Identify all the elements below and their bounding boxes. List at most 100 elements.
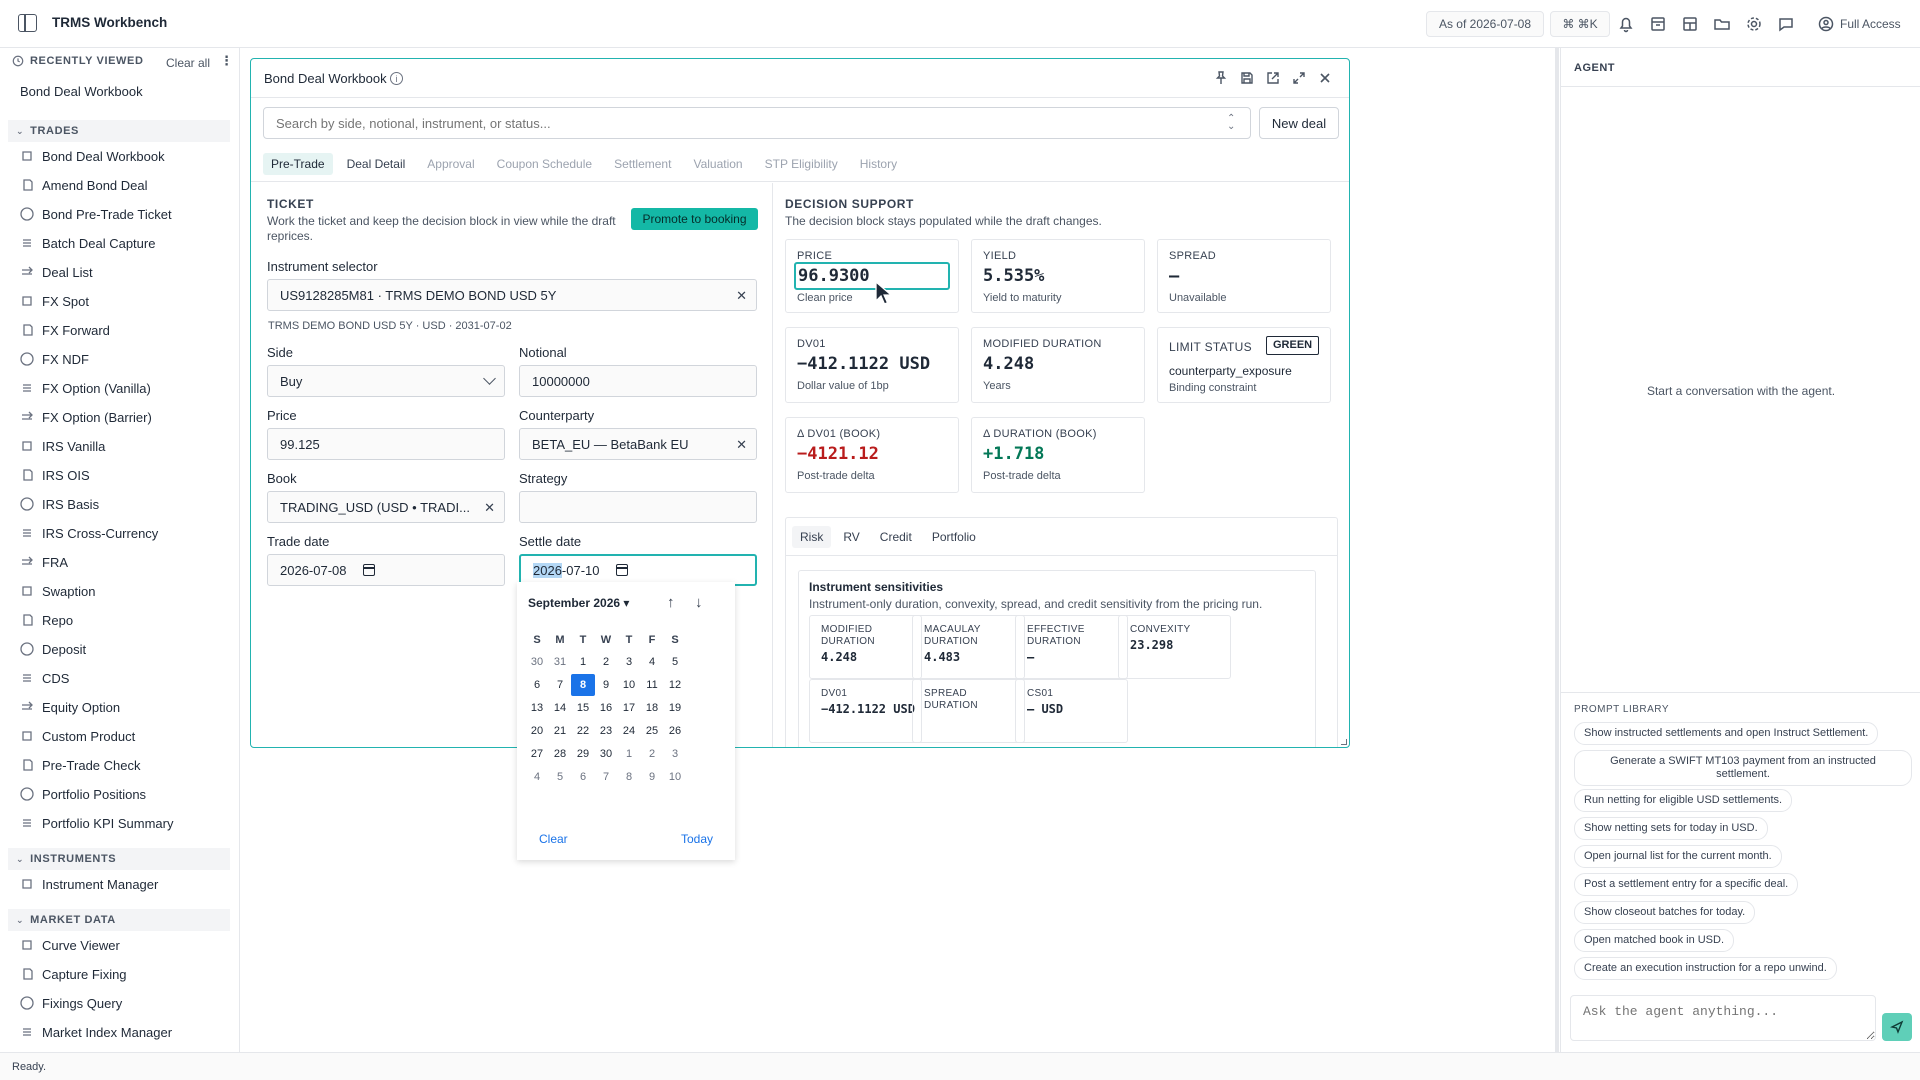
sidebar-item[interactable]: IRS Cross-Currency xyxy=(20,522,230,544)
calendar-day[interactable]: 8 xyxy=(625,771,633,783)
chevron-updown-icon[interactable]: ⌃ ⌄ xyxy=(1227,113,1236,132)
sidebar-item[interactable]: Portfolio KPI Summary xyxy=(20,812,230,834)
sidebar-item[interactable]: CDS xyxy=(20,667,230,689)
calendar-day[interactable]: 20 xyxy=(530,725,544,737)
save-icon[interactable] xyxy=(1239,70,1255,86)
sidebar-item[interactable]: FRA xyxy=(20,551,230,573)
expand-icon[interactable] xyxy=(1291,70,1307,86)
calendar-day[interactable]: 12 xyxy=(668,679,682,691)
pin-icon[interactable] xyxy=(1213,70,1229,86)
prompt-chip[interactable]: Post a settlement entry for a specific d… xyxy=(1574,873,1799,896)
analytics-tab[interactable]: Credit xyxy=(879,529,912,544)
date-picker-month-select[interactable]: September 2026 ▾ xyxy=(528,596,630,610)
calendar-day[interactable]: 18 xyxy=(645,702,659,714)
layout-icon[interactable] xyxy=(1680,14,1700,34)
sidebar-item[interactable]: Swaption xyxy=(20,580,230,602)
sidebar-section-header[interactable]: ⌄ TRADES xyxy=(8,120,230,142)
date-picker-today-button[interactable]: Today xyxy=(681,832,714,846)
calendar-day[interactable]: 10 xyxy=(622,679,636,691)
user-circle-icon[interactable] xyxy=(1816,14,1836,34)
calendar-day[interactable]: 30 xyxy=(530,656,544,668)
sidebar-item[interactable]: Deposit xyxy=(20,638,230,660)
sidebar-item[interactable]: Repo xyxy=(20,609,230,631)
workbook-tab[interactable]: Valuation xyxy=(693,157,743,171)
calendar-day[interactable]: 24 xyxy=(622,725,636,737)
send-button[interactable] xyxy=(1882,1013,1912,1041)
sidebar-section-header[interactable]: ⌄ MARKET DATA xyxy=(8,909,230,931)
more-options-icon[interactable]: ⋮ xyxy=(220,53,234,68)
agent-message-input[interactable] xyxy=(1570,995,1876,1041)
sidebar-item[interactable]: Market Index Manager xyxy=(20,1021,230,1043)
analytics-tab[interactable]: Portfolio xyxy=(931,529,976,544)
workbook-tab[interactable]: Approval xyxy=(427,157,475,171)
workbook-tab[interactable]: Pre-Trade xyxy=(263,153,333,175)
calendar-day[interactable]: 9 xyxy=(602,679,610,691)
calendar-day[interactable]: 30 xyxy=(599,748,613,760)
counterparty-field[interactable]: BETA_EU — BetaBank EU ✕ xyxy=(519,428,757,460)
calendar-day[interactable]: 7 xyxy=(556,679,564,691)
sidebar-item[interactable]: Pre-Trade Check xyxy=(20,754,230,776)
calendar-day[interactable]: 15 xyxy=(576,702,590,714)
sidebar-item[interactable]: FX Option (Barrier) xyxy=(20,406,230,428)
sidebar-item[interactable]: Custom Product xyxy=(20,725,230,747)
analytics-tab[interactable]: Risk xyxy=(792,525,832,548)
prompt-chip[interactable]: Run netting for eligible USD settlements… xyxy=(1574,789,1793,812)
calendar-day[interactable]: 2 xyxy=(602,656,610,668)
sidebar-item[interactable]: IRS Vanilla xyxy=(20,435,230,457)
calendar-day[interactable]: 4 xyxy=(648,656,656,668)
price-input[interactable]: 99.125 xyxy=(267,428,505,460)
calendar-day[interactable]: 5 xyxy=(671,656,679,668)
clear-icon[interactable]: ✕ xyxy=(736,288,747,303)
sidebar-item[interactable]: FX Option (Vanilla) xyxy=(20,377,230,399)
sidebar-item[interactable]: Curve Viewer xyxy=(20,934,230,956)
folder-icon[interactable] xyxy=(1712,14,1732,34)
calendar-day[interactable]: 19 xyxy=(668,702,682,714)
prompt-chip[interactable]: Show closeout batches for today. xyxy=(1574,901,1756,924)
calendar-day[interactable]: 9 xyxy=(648,771,656,783)
calendar-day[interactable]: 28 xyxy=(553,748,567,760)
calendar-day[interactable]: 5 xyxy=(556,771,564,783)
calendar-icon[interactable] xyxy=(1648,14,1668,34)
deal-search-input[interactable] xyxy=(263,107,1251,139)
trade-date-input[interactable]: 2026-07-08 xyxy=(267,554,505,586)
sidebar-item[interactable]: Fixings Query xyxy=(20,992,230,1014)
sidebar-item[interactable]: Batch Deal Capture xyxy=(20,232,230,254)
sidebar-item[interactable]: Instrument Manager xyxy=(20,873,230,895)
calendar-icon[interactable] xyxy=(362,564,375,576)
sidebar-item[interactable]: Portfolio Positions xyxy=(20,783,230,805)
sidebar-item[interactable]: Equity Option xyxy=(20,696,230,718)
calendar-day[interactable]: 7 xyxy=(602,771,610,783)
date-picker-clear-button[interactable]: Clear xyxy=(539,832,568,846)
side-select[interactable]: Buy xyxy=(267,365,505,397)
sidebar-item[interactable]: FX Spot xyxy=(20,290,230,312)
command-palette-button[interactable]: ⌘ ⌘K xyxy=(1550,11,1610,37)
calendar-day[interactable]: 2 xyxy=(648,748,656,760)
calendar-day[interactable]: 3 xyxy=(671,748,679,760)
calendar-day[interactable]: 23 xyxy=(599,725,613,737)
calendar-day[interactable]: 13 xyxy=(530,702,544,714)
sidebar-item[interactable]: FX NDF xyxy=(20,348,230,370)
sidebar-section-header[interactable]: ⌄ INSTRUMENTS xyxy=(8,848,230,870)
access-level-label[interactable]: Full Access xyxy=(1840,17,1901,31)
external-link-icon[interactable] xyxy=(1265,70,1281,86)
calendar-day[interactable]: 6 xyxy=(533,679,541,691)
bell-icon[interactable] xyxy=(1616,14,1636,34)
workbook-tab[interactable]: History xyxy=(859,157,898,171)
sidebar-item[interactable]: FX Forward xyxy=(20,319,230,341)
next-month-icon[interactable]: ↓ xyxy=(695,594,703,611)
prompt-chip[interactable]: Open journal list for the current month. xyxy=(1574,845,1782,868)
calendar-day[interactable]: 29 xyxy=(576,748,590,760)
sidebar-item[interactable]: Bond Deal Workbook xyxy=(20,145,230,167)
calendar-day[interactable]: 10 xyxy=(668,771,682,783)
close-icon[interactable] xyxy=(1317,70,1333,86)
instrument-selector-field[interactable]: US9128285M81 · TRMS DEMO BOND USD 5Y ✕ xyxy=(267,279,757,311)
sidebar-item[interactable]: IRS Basis xyxy=(20,493,230,515)
calendar-day[interactable]: 17 xyxy=(622,702,636,714)
resize-handle[interactable] xyxy=(1341,739,1347,745)
calendar-day[interactable]: 3 xyxy=(625,656,633,668)
calendar-day[interactable]: 26 xyxy=(668,725,682,737)
book-field[interactable]: TRADING_USD (USD • TRADI... ✕ xyxy=(267,491,505,523)
agent-resize-handle[interactable] xyxy=(1555,48,1559,1052)
calendar-day[interactable]: 1 xyxy=(625,748,633,760)
workbook-tab[interactable]: STP Eligibility xyxy=(764,157,838,171)
